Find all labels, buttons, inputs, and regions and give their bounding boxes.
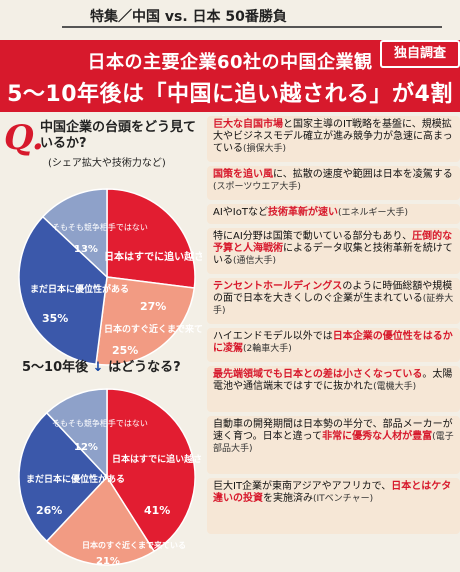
pie-slice-gray [41,188,108,279]
question2-rest: はどうなる? [108,360,181,375]
question2-text: 5〜10年後 [22,360,89,375]
pie-slice-red [106,188,196,289]
comment-item: 最先端領域でも日本との差は小さくなっている。太陽電池や通信端末ではすでに抜かれた… [207,366,460,412]
comment-7-org: (電機大手) [373,382,417,392]
pie1-blue-label: まだ日本に優位性がある [30,283,129,295]
comment-item: 特にAI分野は国策で動いている部分もあり、圧倒的な予算と人海戦術によるデータ収集… [207,228,460,274]
comment-item: 自動車の開発期間は日本勢の半分で、部品メーカーが速く育つ。日本と違って非常に優秀… [207,416,460,474]
comment-3-hl: 技術革新が速い [267,207,338,218]
pie1-salmon-label: 日本のすぐ近くまで来ている [104,323,202,335]
pie2-salmon-label: 日本のすぐ近くまで来ている [82,540,186,550]
pie-slice-blue [18,215,108,366]
comment-4-hl: 圧倒的な予算と人海戦術 [213,231,453,254]
pie2-blue-label: まだ日本に優位性がある [26,473,125,485]
comment-6-org: (2輪車大手) [243,344,292,354]
comment-6-pre: ハイエンドモデル以外では [213,331,333,342]
q-mark: Q. [4,118,44,158]
comment-8-hl: 非常に優秀な人材が豊富 [322,431,433,442]
comment-9-hl: 日本とはケタ違いの投資 [213,481,452,504]
pie-slice-gray [45,388,108,479]
header-rule [62,26,442,28]
top-header: 特集／中国 vs. 日本 50番勝負 [0,0,460,40]
down-arrow-icon: ↓ [92,360,104,375]
banner-line2: 5〜10年後は「中国に追い越される」が4割に [7,82,453,139]
pie-slice-blue [18,411,109,543]
comment-7-text: 。太陽電池や通信端末ではすでに抜かれた [213,369,453,392]
comment-item: ハイエンドモデル以外では日本企業の優位性をはるかに凌駕(2輪車大手) [207,328,460,362]
comment-1-org: (損保大手) [243,144,287,154]
comment-6-hl: 日本企業の優位性をはるかに凌駕 [213,331,453,354]
pie-chart-current: 日本はすでに追い越されている 27% 日本のすぐ近くまで来ている 25% まだ日… [18,188,202,366]
comment-4-org: (通信大手) [233,256,277,266]
header-title: 特集／中国 vs. 日本 50番勝負 [90,9,287,25]
comment-8-pre: 自動車の開発期間は日本勢の半分で、部品メーカーが速く育つ。日本と違って [213,419,453,442]
pie-slice-salmon [95,276,196,366]
comment-item: 巨大IT企業が東南アジアやアフリカで、日本とはケタ違いの投資を実施済み(ITベン… [207,478,460,534]
comment-item: 巨大な自国市場と国家主導のIT戦略を基盤に、規模拡大やビジネスモデル確立が進み競… [207,116,460,162]
comment-9-pre: 巨大IT企業が東南アジアやアフリカで、 [213,481,392,492]
question-text: 中国企業の台頭をどう見ているか? [40,120,197,151]
question2: 5〜10年後 ↓ はどうなる? [22,356,181,375]
comment-item: 国策を追い風に、拡散の速度や範囲は日本を凌駕する (スポーツウエア大手) [207,166,460,200]
comment-3-org: (エネルギー大手) [337,208,408,218]
comment-4-pre: 特にAI分野は国策で動いている部分もあり、 [213,231,413,242]
pie2-gray-pct: 12% [74,442,98,453]
pie1-blue-pct: 35% [42,312,68,325]
comment-7-hl: 最先端領域でも日本との差は小さくなっている [213,369,423,380]
comment-1-text: と国家主導のIT戦略を基盤に、規模拡大やビジネスモデル確立が進み競争力が急速に高… [213,119,453,154]
comment-9-text: を実施済み [263,493,313,504]
left-panel: Q. 中国企業の台頭をどう見ているか? (シェア拡大や技術力など) 日本はすでに… [0,112,205,567]
comment-2-hl: 国策を追い風 [213,169,273,180]
comment-item: テンセントホールディングスのように時価総額や規模の面で日本を大きくしのぐ企業が生… [207,278,460,324]
pie1-gray-label: そもそも競争相手ではない [52,222,148,232]
pie1-gray-pct: 13% [74,244,98,255]
comment-3-pre: AIやIoTなど [213,207,268,218]
comment-4-text: によるデータ収集と技術革新を続けている [213,243,453,266]
question-sub: (シェア拡大や技術力など) [48,158,166,169]
pie2-red-pct: 41% [144,504,170,517]
comment-2-org: (スポーツウエア大手) [213,182,301,192]
pie2-blue-pct: 26% [36,504,62,517]
pie2-gray-label: そもそも競争相手ではない [52,418,148,428]
comment-item: AIやIoTなど技術革新が速い(エネルギー大手) [207,204,460,224]
comment-5-text: のように時価総額や規模の面で日本を大きくしのぐ企業が生まれている [213,281,453,304]
pie2-red-label: 日本はすでに追い越されている [112,453,202,465]
comments-panel: 巨大な自国市場と国家主導のIT戦略を基盤に、規模拡大やビジネスモデル確立が進み競… [207,112,460,539]
comment-2-text: に、拡散の速度や範囲は日本を凌駕する [273,169,453,180]
pie1-salmon-pct: 25% [112,344,138,357]
exclusive-badge: 独自調査 [380,40,460,68]
comment-9-org: (ITベンチャー) [313,494,374,504]
banner-line1: 日本の主要企業60社の中国企業観 [87,52,373,73]
pie1-red-label: 日本はすでに追い越されている [104,250,202,263]
comment-8-org: (電子部品大手) [213,432,454,454]
pie2-salmon-pct: 21% [96,556,120,567]
comment-5-org: (証券大手) [213,294,454,316]
comment-1-hl: 巨大な自国市場 [213,119,283,130]
pie1-red-pct: 27% [140,300,166,313]
comment-5-hl: テンセントホールディングス [213,281,343,292]
pie-chart-future: 日本はすでに追い越されている 41% 日本のすぐ近くまで来ている 21% まだ日… [18,388,202,567]
